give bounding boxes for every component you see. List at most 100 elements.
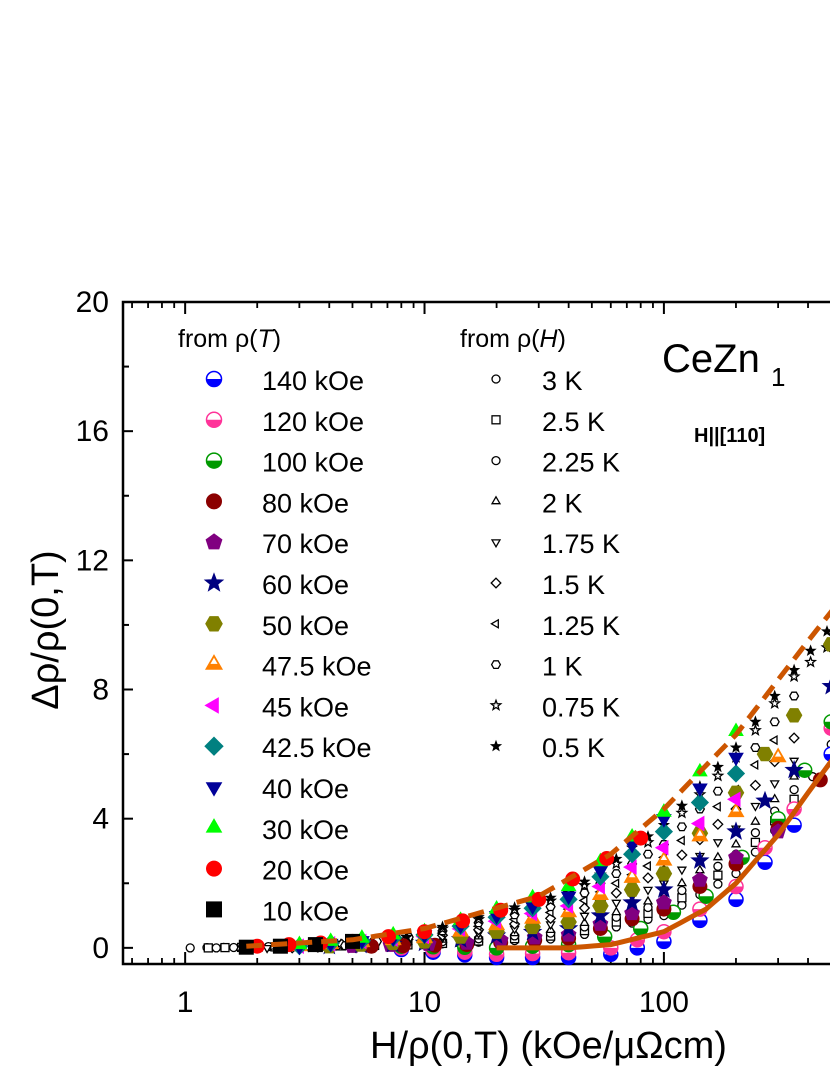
legend-label: 2 K [542,488,583,518]
legend-label: 140 kOe [262,366,364,396]
data-point [590,905,611,924]
data-point [690,793,710,812]
data-point [655,850,673,866]
data-point [726,821,746,840]
data-point [185,943,195,953]
data-point [690,850,710,869]
legend-label: 42.5 kOe [262,733,372,763]
x-tick-label: 1 [177,986,194,1019]
legend-marker [490,660,502,670]
data-point [611,899,622,909]
legend-marker [205,370,223,388]
compound-annotation-subscript: 1 [771,362,785,392]
legend-marker [205,452,223,469]
data-point [726,791,741,808]
data-point [826,739,830,749]
legend-label: 30 kOe [262,815,349,845]
data-point [592,865,609,880]
guide-curve [246,609,830,949]
data-point [784,760,804,779]
data-point [642,895,654,905]
legend-label: 1.25 K [542,611,620,641]
data-point [611,906,622,916]
legend-marker [491,415,501,425]
data-point [769,747,787,763]
data-point [623,859,637,875]
data-point [643,902,653,913]
legend-label: 10 kOe [262,896,349,926]
legend-label: 1.5 K [542,570,605,600]
y-tick-label: 16 [76,415,109,448]
data-point [711,801,721,812]
legend-marker [490,495,502,505]
x-axis-title: H/ρ(0,T) (kOe/μΩcm) [370,1025,727,1067]
data-point [748,723,762,736]
data-point [785,708,803,723]
data-point [768,689,781,702]
data-point [692,783,708,798]
legend-label: 1.75 K [542,529,620,559]
legend-marker [204,654,224,670]
x-tick-label: 100 [639,986,689,1019]
data-point [578,902,591,914]
data-point [261,944,273,954]
data-point [711,769,725,782]
legend-from-rho-h: 3 K 2.5 K 2.25 K 2 K 1.75 K 1.5 K 1.25 K 1 K 0.7… [489,366,620,763]
data-point [712,851,724,861]
data-point [676,877,688,887]
legend-label: 3 K [542,366,583,396]
data-point [579,888,590,898]
data-point [768,696,782,710]
series-rho-t [290,747,787,952]
data-point [804,644,817,657]
data-point [508,901,521,913]
data-point [655,866,673,881]
data-point [823,746,830,762]
legend-marker [204,736,224,756]
data-point [591,885,609,901]
legend-label: 0.75 K [542,692,620,722]
x-tick-label: 10 [408,986,441,1019]
data-point [676,866,688,876]
legend-label: 45 kOe [262,692,349,722]
legend-header-rho-t: from ρ(T) [178,325,281,353]
data-point [820,624,830,637]
data-point [622,892,642,911]
data-point [436,920,449,933]
data-point [821,679,830,695]
data-point [610,878,620,889]
data-point [711,760,725,773]
y-tick-label: 20 [76,286,109,319]
data-point [787,663,801,676]
legend-marker [205,782,223,797]
legend-marker [206,493,222,510]
data-point [726,764,746,783]
data-point [560,914,577,930]
data-point [676,822,688,832]
data-point [675,799,689,812]
data-point [713,861,723,871]
data-point [788,732,800,744]
legend-marker [205,411,223,429]
data-point [211,943,221,953]
data-point [788,691,800,701]
series-rho-h [345,640,830,954]
legend-from-rho-t: 140 kOe 120 kOe 100 kOe 80 kOe 70 kOe 60 kOe 5… [203,366,372,926]
legend-label: 80 kOe [262,488,349,518]
legend-label: 47.5 kOe [262,652,372,682]
data-point [712,839,724,849]
legend-label: 20 kOe [262,856,349,886]
data-point [676,849,688,861]
plot-frame [121,300,830,966]
data-point [769,717,780,727]
data-point [642,849,654,859]
legend-marker [491,455,501,466]
series-rho-t [393,746,830,966]
legend-label: 1 K [542,652,583,682]
data-point [578,875,591,887]
data-point [823,714,830,730]
data-point [730,838,742,848]
data-point [642,886,654,896]
series-rho-h [324,691,800,953]
data-point [691,826,709,842]
